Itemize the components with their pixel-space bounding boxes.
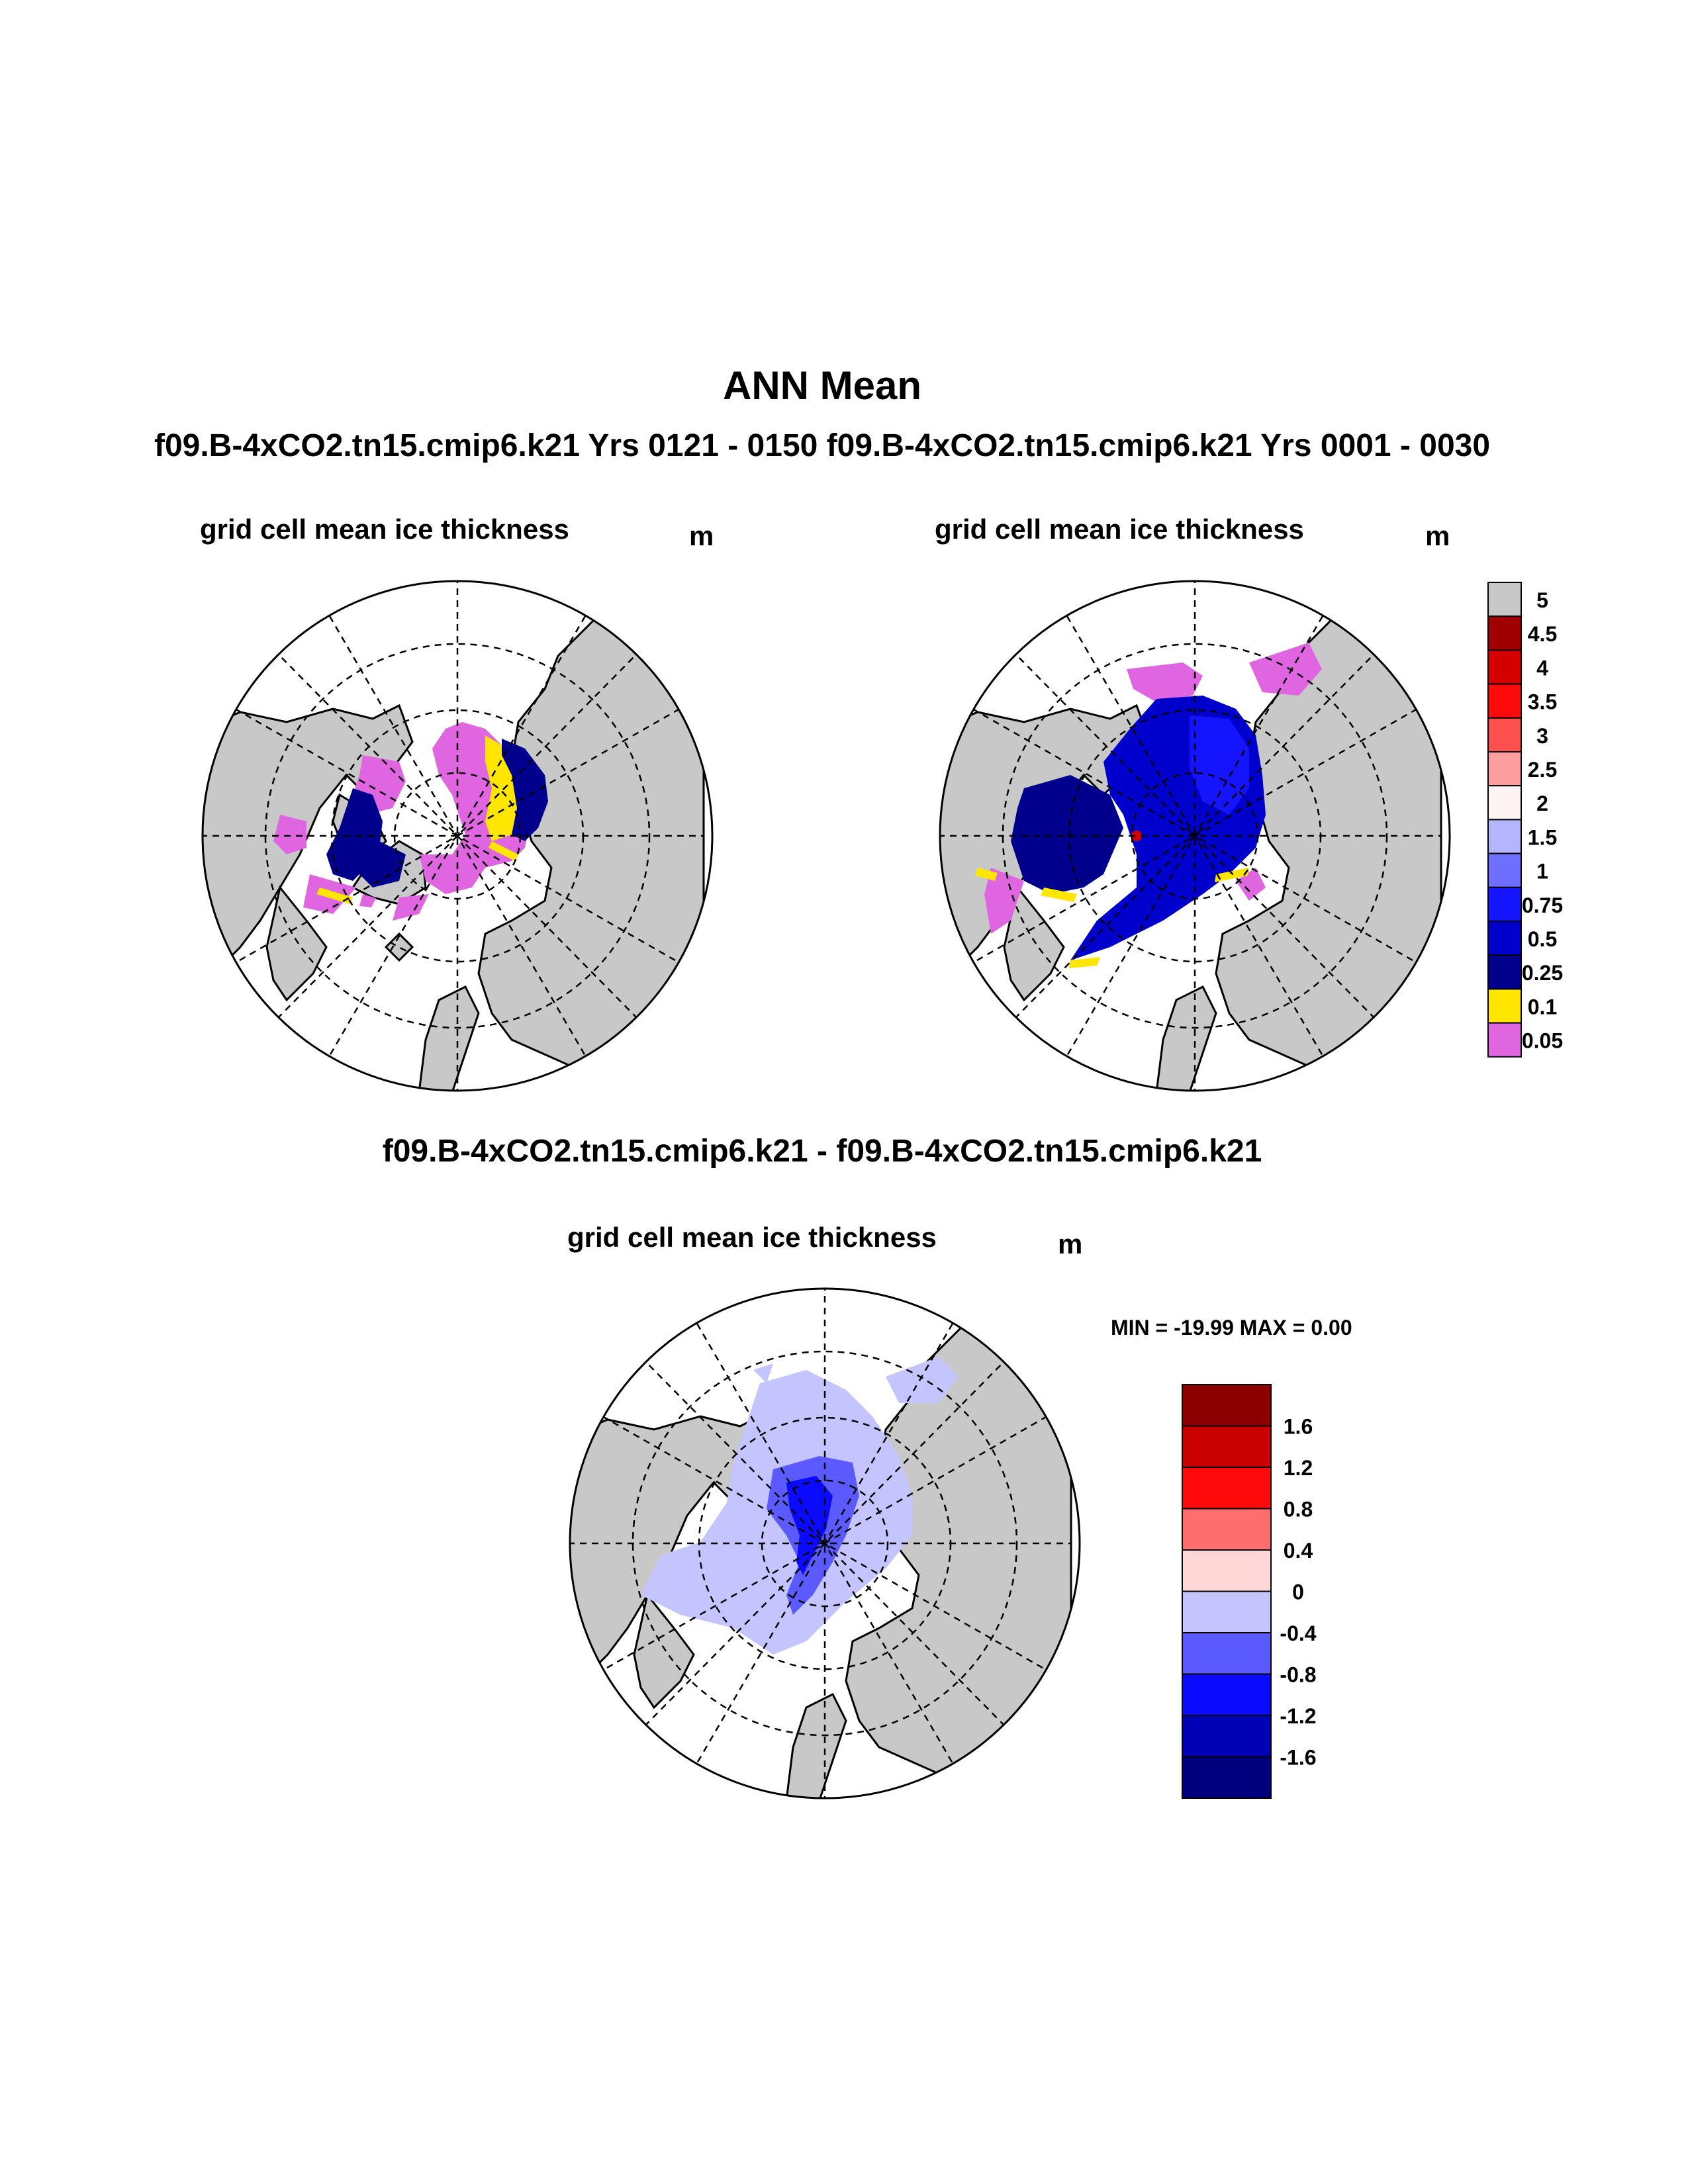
legend-diff-label: -1.6 <box>1280 1746 1316 1770</box>
legend-main-swatch <box>1487 717 1522 753</box>
legend-main-swatch <box>1487 852 1522 888</box>
legend-main-swatch <box>1487 582 1522 617</box>
legend-main-swatch <box>1487 751 1522 787</box>
ice-yellow <box>975 868 1249 968</box>
legend-main-label: 0.1 <box>1528 995 1557 1019</box>
legend-diff-label: 1.6 <box>1284 1415 1313 1439</box>
ice-navy <box>1011 775 1123 894</box>
legend-main-label: 0.5 <box>1528 927 1557 951</box>
panel2-unit-label: m <box>1425 520 1450 551</box>
legend-main-swatch <box>1487 649 1522 685</box>
legend-main-swatch <box>1487 819 1522 854</box>
legend-main-label: 3.5 <box>1528 690 1557 714</box>
legend-diff-swatch <box>1182 1425 1272 1468</box>
legend-main-label: 0.05 <box>1522 1029 1563 1053</box>
legend-main-label: 4 <box>1536 656 1548 680</box>
ice-bright-blue <box>1190 715 1249 815</box>
legend-main-swatch <box>1487 1022 1522 1058</box>
legend-main-label: 3 <box>1536 724 1548 748</box>
map-boundary <box>939 580 1451 1092</box>
legend-main-label: 2.5 <box>1528 758 1557 782</box>
legend-main-label: 4.5 <box>1528 622 1557 646</box>
legend-main-label: 0.25 <box>1522 961 1563 985</box>
legend-diff-label: 0 <box>1292 1580 1304 1604</box>
panel2-variable-label: grid cell mean ice thickness <box>935 514 1304 545</box>
legend-main-swatch <box>1487 683 1522 719</box>
legend-diff-label: 0.8 <box>1284 1498 1313 1522</box>
legend-diff-swatch <box>1182 1467 1272 1510</box>
figure-title: ANN Mean <box>722 363 922 408</box>
legend-main-label: 0.75 <box>1522 893 1563 917</box>
diff-variable-label: grid cell mean ice thickness <box>567 1222 937 1253</box>
legend-main-swatch <box>1487 988 1522 1024</box>
figure-subtitle: f09.B-4xCO2.tn15.cmip6.k21 Yrs 0121 - 01… <box>154 428 1491 463</box>
map-panel-difference <box>569 1287 1081 1799</box>
legend-diff-swatch <box>1182 1590 1272 1633</box>
ice-pink <box>984 643 1322 934</box>
legend-diff-swatch <box>1182 1508 1272 1551</box>
legend-main: 5 4.5 4 3.5 3 2.5 2 1.5 1 0.75 0.5 0.25 0.1 0.05 <box>1487 582 1563 1058</box>
legend-diff-swatch <box>1182 1715 1272 1758</box>
legend-diff-swatch <box>1182 1756 1272 1799</box>
thick-ice-spot <box>1131 831 1142 841</box>
graticule <box>203 581 704 1091</box>
legend-diff-swatch <box>1182 1632 1272 1675</box>
legend-main-swatch <box>1487 921 1522 956</box>
legend-diff-swatch <box>1182 1673 1272 1716</box>
diff-strong-blue <box>786 1476 833 1575</box>
map-boundary <box>201 580 714 1092</box>
legend-diff-label: -0.4 <box>1280 1621 1316 1645</box>
min-max-readout: MIN = -19.99 MAX = 0.00 <box>1111 1316 1352 1340</box>
legend-main-label: 1 <box>1536 860 1548 884</box>
legend-diff-label: -1.2 <box>1280 1704 1316 1728</box>
legend-diff-label: 1.2 <box>1284 1456 1313 1480</box>
panel1-variable-label: grid cell mean ice thickness <box>200 514 569 545</box>
ice-navy <box>326 739 548 887</box>
legend-diff-label: 0.4 <box>1284 1539 1313 1563</box>
difference-title: f09.B-4xCO2.tn15.cmip6.k21 - f09.B-4xCO2… <box>382 1134 1262 1169</box>
map-panel-2 <box>939 580 1451 1092</box>
map-boundary <box>569 1287 1081 1799</box>
legend-main-label: 5 <box>1536 588 1548 612</box>
legend-diff-swatch <box>1182 1384 1272 1427</box>
legend-main-swatch <box>1487 886 1522 922</box>
graticule <box>940 581 1441 1091</box>
graticule <box>570 1289 1071 1798</box>
legend-main-label: 2 <box>1536 792 1548 815</box>
legend-main-swatch <box>1487 785 1522 821</box>
legend-diff-label: -0.8 <box>1280 1663 1316 1687</box>
legend-main-swatch <box>1487 954 1522 990</box>
panel1-unit-label: m <box>689 520 714 551</box>
diff-unit-label: m <box>1058 1228 1083 1259</box>
map-panel-1 <box>201 580 714 1092</box>
legend-diff: 1.6 1.2 0.8 0.4 0 -0.4 -0.8 -1.2 -1.6 <box>1182 1384 1317 1799</box>
legend-main-label: 1.5 <box>1528 825 1557 849</box>
legend-main-swatch <box>1487 615 1522 651</box>
legend-diff-swatch <box>1182 1549 1272 1592</box>
